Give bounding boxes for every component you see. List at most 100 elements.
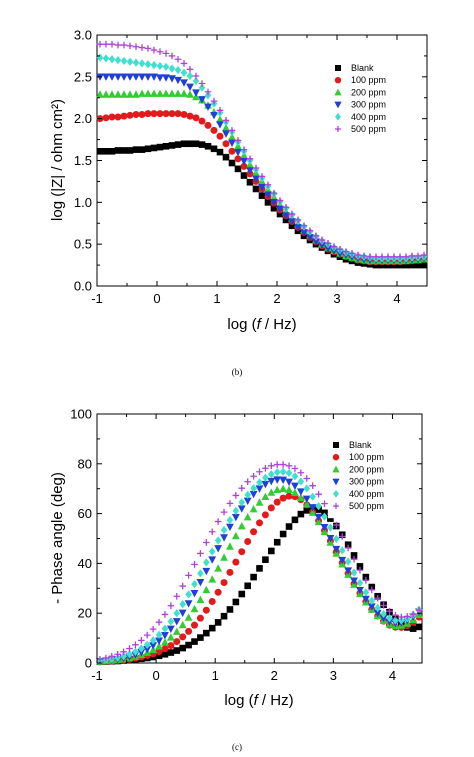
data-point [279, 484, 288, 492]
data-point [172, 627, 181, 635]
data-point [368, 596, 376, 605]
data-point [138, 644, 145, 653]
data-point [408, 252, 416, 260]
axis-ticks-b: -1 0 1 2 3 4 0.0 0.5 1.0 1.5 2.0 2.5 3.0 [74, 28, 427, 306]
data-point [155, 630, 163, 639]
data-point [244, 582, 251, 590]
data-point [264, 191, 272, 199]
data-point [386, 607, 393, 615]
data-point [231, 514, 240, 522]
data-point [150, 73, 158, 81]
data-point [174, 76, 182, 85]
data-point [126, 73, 134, 81]
x-tick-label: 4 [393, 291, 400, 306]
data-point [240, 158, 248, 166]
data-point [249, 505, 258, 513]
y-tick-label: 80 [78, 456, 92, 471]
data-point [255, 485, 264, 493]
data-point [138, 110, 146, 118]
data-point [214, 564, 223, 572]
data-point [240, 162, 248, 170]
legend-marker [333, 503, 339, 509]
data-point [268, 470, 275, 479]
data-point [368, 586, 376, 594]
data-point [216, 148, 224, 156]
data-point [120, 648, 127, 656]
data-point [126, 57, 134, 66]
data-point [202, 585, 211, 594]
data-point [216, 121, 224, 129]
data-point [338, 546, 346, 555]
data-point [161, 645, 169, 653]
data-point [256, 468, 263, 476]
data-point [168, 64, 176, 73]
data-point [324, 245, 332, 253]
data-point [226, 523, 234, 532]
data-point [102, 73, 110, 81]
data-point [362, 588, 370, 597]
data-point [156, 89, 164, 97]
series-blank [96, 505, 423, 666]
legend-label: 500 ppm [351, 124, 386, 134]
data-point [168, 142, 176, 149]
data-point [180, 89, 188, 97]
data-point [178, 609, 187, 618]
panel-b-bode-magnitude: -1 0 1 2 3 4 0.0 0.5 1.0 1.5 2.0 2.5 3.0 Blank 100 pp… [49, 28, 428, 377]
legend-label: Blank [351, 63, 374, 73]
data-point [192, 114, 200, 122]
data-point [226, 500, 234, 507]
legend-marker [333, 490, 339, 498]
data-point [208, 597, 216, 605]
legend-label: 500 ppm [349, 501, 384, 511]
legend-label: 300 ppm [351, 100, 386, 110]
data-point [231, 531, 240, 540]
data-point [240, 146, 248, 153]
data-point [261, 511, 269, 519]
data-point [180, 110, 188, 118]
data-point [338, 533, 346, 540]
data-point [392, 611, 399, 619]
data-point [228, 147, 236, 155]
data-point [294, 224, 302, 232]
data-point [197, 550, 204, 557]
data-point [409, 625, 417, 632]
x-tick-label: -1 [91, 668, 103, 683]
data-point [228, 132, 236, 141]
data-point [250, 573, 257, 581]
data-point [167, 617, 175, 626]
data-point [256, 565, 263, 572]
data-point [302, 495, 311, 504]
x-tick-label: 0 [152, 668, 159, 683]
data-point [166, 625, 175, 633]
data-point [102, 40, 110, 48]
data-point [108, 652, 116, 660]
data-point [114, 650, 121, 658]
data-point [282, 216, 290, 224]
data-point [222, 140, 230, 148]
data-point [234, 165, 242, 173]
data-point [327, 515, 334, 522]
data-point [276, 197, 284, 204]
data-point [168, 75, 176, 83]
data-point [180, 140, 188, 148]
y-tick-label: 2.0 [74, 111, 92, 126]
data-point [168, 52, 176, 60]
data-point [162, 142, 170, 150]
data-point [267, 477, 276, 486]
data-point [308, 504, 317, 512]
data-point [282, 212, 290, 220]
x-tick-label: 2 [273, 291, 280, 306]
data-point [161, 611, 169, 618]
data-point [222, 153, 230, 161]
data-point [192, 72, 200, 80]
data-point [155, 642, 163, 650]
data-point [210, 97, 218, 105]
data-point [220, 553, 228, 561]
data-point [279, 461, 287, 468]
data-point [288, 222, 296, 230]
data-point [262, 473, 269, 482]
data-point [196, 614, 204, 622]
data-point [202, 567, 211, 576]
